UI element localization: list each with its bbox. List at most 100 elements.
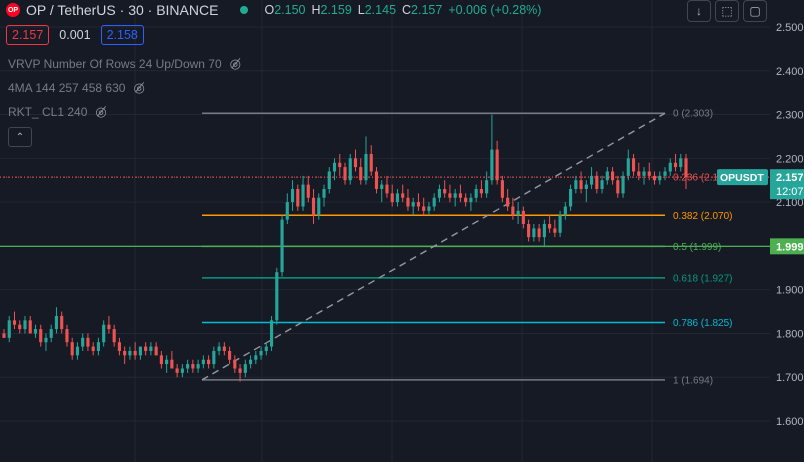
candle-body	[663, 171, 667, 176]
candle-body	[107, 324, 111, 330]
candle-body	[2, 333, 6, 338]
candle-body	[668, 162, 672, 172]
candle-body	[96, 342, 101, 351]
high-value: 2.159	[320, 3, 352, 17]
candle-body	[673, 162, 678, 168]
candle-body	[44, 337, 48, 343]
candle-body	[437, 188, 442, 198]
candle-body	[285, 202, 289, 220]
candle-body	[112, 329, 116, 343]
candle-body	[7, 320, 11, 338]
candle-body	[626, 158, 630, 176]
candle-body	[233, 359, 237, 369]
candle-body	[228, 350, 232, 360]
candle-body	[364, 153, 368, 181]
candle-body	[311, 197, 316, 216]
sell-price-button[interactable]: 2.157	[6, 25, 50, 45]
candle-body	[317, 197, 321, 216]
candle-body	[658, 175, 662, 181]
candle-body	[506, 197, 510, 207]
candle-body	[427, 206, 431, 211]
high-label: H	[311, 3, 321, 17]
candle-body	[558, 215, 562, 233]
candle-body	[416, 202, 421, 207]
candle-body	[637, 171, 641, 176]
candle-body	[569, 188, 573, 207]
indicator-vrvp[interactable]: VRVP Number Of Rows 24 Up/Down 70 ◎̸	[8, 56, 241, 72]
low-value: 2.145	[364, 3, 397, 17]
candle-body	[516, 210, 520, 216]
fib-level-label: 0.618 (1.927)	[673, 273, 733, 284]
ticker-tag	[717, 169, 768, 186]
eye-hidden-icon[interactable]: ◎̸	[229, 56, 241, 71]
candle-body	[332, 162, 337, 172]
candle-body	[406, 197, 410, 207]
buy-price-button[interactable]: 2.158	[100, 25, 144, 45]
ticker-tag-text: OPUSDT	[720, 172, 764, 184]
level-price-tag	[770, 238, 804, 255]
candle-body	[464, 197, 468, 203]
candle-body	[542, 224, 546, 238]
candle-body	[527, 224, 531, 238]
candle-body	[296, 188, 300, 207]
candle-body	[217, 346, 221, 351]
candle-body	[269, 320, 274, 347]
eye-hidden-icon[interactable]: ◎̸	[95, 104, 107, 119]
candle-body	[144, 346, 148, 351]
eye-hidden-icon[interactable]: ◎̸	[133, 80, 145, 95]
candle-body	[631, 158, 636, 172]
candle-body	[12, 320, 17, 325]
candle-body	[521, 210, 525, 225]
price-axis-tick-label: 2.100	[776, 197, 804, 209]
candle-body	[584, 184, 588, 189]
collapse-legend-button[interactable]: ⌃	[8, 127, 32, 147]
candle-body	[610, 171, 615, 181]
price-axis-tick-label: 1.600	[776, 416, 804, 428]
candle-body	[28, 320, 32, 334]
candle-body	[39, 329, 43, 343]
price-axis-tags: 1.999 OPUSDT 2.157 12:07	[717, 169, 804, 255]
candle-body	[186, 364, 190, 369]
candle-body	[422, 206, 426, 211]
candle-body	[537, 228, 541, 238]
candle-body	[180, 368, 184, 373]
fib-level-label: 0.236 (2.1	[673, 173, 718, 184]
candle-body	[138, 346, 142, 356]
candle-body	[322, 188, 326, 198]
candle-body	[380, 184, 384, 189]
indicator-rkt[interactable]: RKT_ CL1 240 ◎̸	[8, 104, 107, 120]
candle-body	[589, 175, 594, 185]
op-logo-icon: OP	[6, 3, 20, 17]
candle-body	[327, 171, 331, 189]
expand-button[interactable]: ⬚	[715, 0, 739, 22]
fullscreen-button[interactable]: ▢	[743, 0, 767, 22]
last-price-tag-price: 2.157	[776, 172, 804, 184]
market-status-icon[interactable]	[240, 6, 249, 14]
last-price-tag	[770, 169, 804, 200]
expand-icon: ⬚	[721, 4, 733, 18]
fib-trend-line[interactable]	[201, 112, 666, 381]
candle-body	[222, 346, 226, 351]
price-axis-tick-label: 1.700	[776, 372, 804, 384]
symbol-title[interactable]: OP / TetherUS · 30 · BINANCE	[26, 2, 219, 18]
indicator-4ma[interactable]: 4MA 144 257 458 630 ◎̸	[8, 80, 145, 96]
candle-body	[306, 184, 310, 198]
candle-body	[264, 346, 268, 351]
candle-body	[338, 162, 342, 168]
candle-body	[469, 197, 473, 203]
candle-body	[290, 188, 295, 203]
candle-body	[280, 219, 284, 273]
candle-body	[369, 153, 373, 172]
download-button[interactable]: ↓	[687, 0, 711, 22]
candle-body	[18, 324, 22, 330]
price-axis[interactable]	[770, 0, 804, 462]
candle-body	[511, 206, 515, 216]
candle-body	[159, 355, 163, 365]
candle-body	[212, 350, 216, 365]
fib-level-label: 0.786 (1.825)	[673, 318, 733, 329]
candle-body	[448, 193, 452, 198]
candle-body	[395, 193, 400, 203]
candle-body	[191, 364, 195, 369]
candle-body	[33, 329, 38, 334]
